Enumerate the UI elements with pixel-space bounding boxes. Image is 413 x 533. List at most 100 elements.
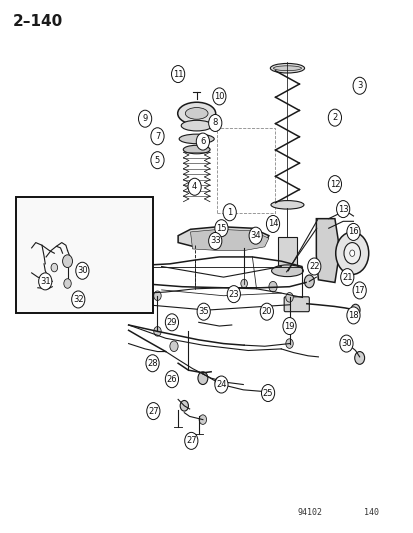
Circle shape [336,200,349,217]
Text: 3: 3 [356,81,361,90]
Text: 19: 19 [284,321,294,330]
Text: 8: 8 [212,118,217,127]
Text: 23: 23 [228,289,239,298]
Ellipse shape [181,120,211,131]
Circle shape [197,372,207,384]
Text: 1: 1 [226,208,232,217]
Ellipse shape [271,265,303,277]
Text: 14: 14 [267,220,278,229]
Text: 17: 17 [354,286,364,295]
Circle shape [249,227,262,244]
Circle shape [184,432,197,449]
Circle shape [328,109,341,126]
Circle shape [137,278,145,289]
Circle shape [171,66,184,83]
Bar [278,237,296,266]
Text: 5: 5 [154,156,160,165]
Text: 32: 32 [73,295,83,304]
Circle shape [208,115,221,132]
Circle shape [214,376,228,393]
Circle shape [214,220,228,237]
Circle shape [62,255,72,268]
Text: 28: 28 [147,359,157,368]
Text: 2–140: 2–140 [13,14,63,29]
Circle shape [260,303,273,320]
Circle shape [153,291,161,301]
Text: 18: 18 [347,311,358,320]
Text: 27: 27 [185,437,196,446]
Text: 24: 24 [216,380,226,389]
Circle shape [350,304,359,316]
Circle shape [346,307,359,324]
FancyBboxPatch shape [283,297,309,312]
Circle shape [339,335,352,352]
Circle shape [354,352,364,365]
Circle shape [146,402,159,419]
Circle shape [150,128,164,145]
Ellipse shape [273,66,301,70]
Polygon shape [190,229,268,251]
Text: 6: 6 [200,137,205,146]
Text: 31: 31 [40,277,50,286]
Circle shape [285,293,292,302]
Circle shape [64,279,71,288]
Text: 13: 13 [337,205,348,214]
Text: 2: 2 [332,113,337,122]
Ellipse shape [270,200,303,209]
Circle shape [285,339,292,349]
Circle shape [199,415,206,424]
Circle shape [352,77,366,94]
Circle shape [208,232,221,249]
Circle shape [261,384,274,401]
Circle shape [346,223,359,240]
Ellipse shape [270,63,304,73]
Text: 21: 21 [341,273,352,281]
Text: 26: 26 [166,375,177,384]
Circle shape [51,263,57,272]
Text: 11: 11 [173,70,183,78]
Circle shape [150,152,164,168]
Circle shape [340,269,353,286]
Circle shape [328,175,341,192]
Circle shape [282,318,295,335]
Circle shape [352,282,366,299]
Circle shape [240,279,247,288]
Text: 34: 34 [250,231,260,240]
Text: 27: 27 [148,407,158,416]
Circle shape [223,204,236,221]
Text: 16: 16 [347,228,358,237]
Ellipse shape [183,146,209,154]
Circle shape [197,303,210,320]
Text: 20: 20 [261,307,271,316]
Bar [17,197,152,313]
Circle shape [145,355,159,372]
Ellipse shape [185,108,207,119]
Text: 35: 35 [198,307,209,316]
Text: 10: 10 [214,92,224,101]
Circle shape [227,286,240,303]
Circle shape [76,262,89,279]
Circle shape [180,400,188,411]
Text: 4: 4 [192,182,197,191]
Circle shape [266,215,279,232]
Bar [217,128,274,213]
Circle shape [268,281,276,292]
Ellipse shape [179,134,214,144]
Text: 12: 12 [329,180,339,189]
Text: 30: 30 [340,339,351,348]
Text: 9: 9 [142,114,147,123]
Polygon shape [316,219,337,282]
Circle shape [304,275,313,288]
Circle shape [165,370,178,387]
Circle shape [71,291,85,308]
Text: 7: 7 [154,132,160,141]
Circle shape [196,133,209,150]
Circle shape [165,314,178,331]
Text: 140: 140 [363,508,378,518]
Text: 30: 30 [77,266,88,275]
Ellipse shape [177,102,215,125]
Circle shape [349,250,354,256]
Circle shape [38,273,52,290]
Circle shape [212,88,225,105]
Circle shape [169,341,178,352]
